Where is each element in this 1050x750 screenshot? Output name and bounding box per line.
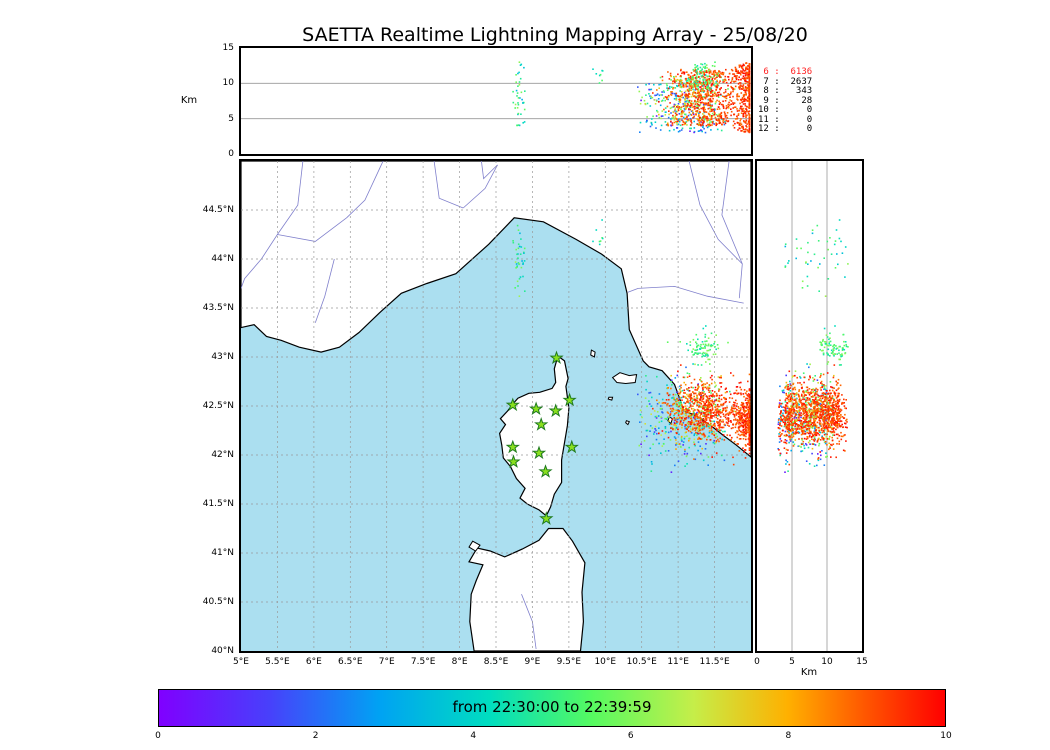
station-marker [538,464,553,478]
lat-tick-label: 41°N [211,548,234,558]
station-marker [506,454,521,468]
station-marker [564,439,579,454]
lat-altitude-plot [777,161,849,651]
lat-tick-label: 40°N [211,646,234,656]
stat-row: 6 : 6136 [758,67,813,77]
station-marker [528,401,544,416]
colorbar-label: from 22:30:00 to 22:39:59 [452,698,652,716]
station-count-list: 6 : 6136 7 : 2637 8 : 343 9 : 28 10 : 0 11… [758,67,813,135]
lon-tick-label: 10°E [594,657,617,667]
lon-tick-label: 8°E [451,657,468,667]
lightning-points-lonalt-layer [512,61,751,134]
stat-row: 7 : 2637 [758,76,813,87]
station-marker [549,350,564,365]
right-alt-tick-label: 10 [821,657,833,667]
lon-tick-label: 7°E [378,657,395,667]
stat-row: 10 : 0 [758,105,813,115]
grid-layer [241,161,751,651]
lon-tick-label: 6°E [305,657,322,667]
station-marker [531,445,547,460]
colorbar-tick-label: 0 [155,731,161,741]
station-marker [505,439,520,454]
stat-row: 9 : 28 [758,95,813,106]
map-panel [239,159,753,653]
corsica-coastline [498,354,570,517]
lightning-points-map-layer [512,219,751,473]
station-marker [505,397,520,412]
colorbar-tick-label: 4 [470,731,477,741]
lat-tick-label: 43°N [211,352,234,362]
lon-altitude-plot [241,61,751,134]
islands-layer [468,349,673,552]
top-alt-tick-label: 15 [222,43,234,53]
colorbar-tick-label: 2 [312,731,319,741]
colorbar-tick-label: 8 [785,731,792,741]
altitude-axis-label: Km [180,95,198,106]
colorbar: from 22:30:00 to 22:39:59 [158,689,946,727]
page-title: SAETTA Realtime Lightning Mapping Array … [302,24,808,46]
lon-tick-label: 6.5°E [338,657,363,667]
lat-tick-label: 40.5°N [202,597,234,607]
colorbar-gradient [159,690,945,726]
station-marker [548,403,563,418]
sardinia-coastline [468,527,586,651]
rivers-layer [241,161,744,650]
colorbar-tick-label: 6 [627,731,634,741]
stat-row: 8 : 343 [758,86,813,96]
station-marker [539,511,554,525]
lat-tick-label: 42°N [211,450,234,460]
lon-tick-label: 5°E [233,657,249,667]
lon-tick-label: 11.5°E [699,657,730,667]
altitude-axis-label-right: Km [800,667,818,678]
stat-row: 12 : 0 [758,124,813,134]
lon-tick-label: 9°E [524,657,541,667]
lat-tick-label: 41.5°N [202,499,234,509]
right-alt-tick-label: 0 [754,657,760,667]
lat-tick-label: 42.5°N [202,401,234,411]
lon-tick-label: 7.5°E [410,657,436,667]
station-markers-layer [505,350,579,525]
lat-tick-label: 43.5°N [202,303,234,313]
lat-tick-label: 44°N [211,254,234,264]
top-alt-tick-label: 10 [222,78,234,89]
lat-altitude-panel [755,159,864,653]
lon-tick-label: 8.5°E [483,657,509,667]
right-alt-tick-label: 5 [789,657,795,667]
lon-tick-label: 5.5°E [265,657,290,667]
station-marker [562,392,577,407]
stat-row: 11 : 0 [758,114,813,125]
colorbar-tick-label: 10 [940,731,952,741]
top-alt-tick-label: 5 [228,113,234,124]
station-marker [534,417,549,431]
lightning-points-latalt-layer [777,219,849,473]
lon-tick-label: 9.5°E [556,657,582,667]
right-alt-tick-label: 15 [856,657,868,667]
top-alt-tick-label: 0 [228,149,234,159]
lon-tick-label: 11°E [667,657,689,667]
lon-altitude-panel [239,46,753,156]
lat-tick-label: 44.5°N [202,205,234,215]
map-plot [241,161,751,651]
lon-tick-label: 10.5°E [626,657,657,667]
